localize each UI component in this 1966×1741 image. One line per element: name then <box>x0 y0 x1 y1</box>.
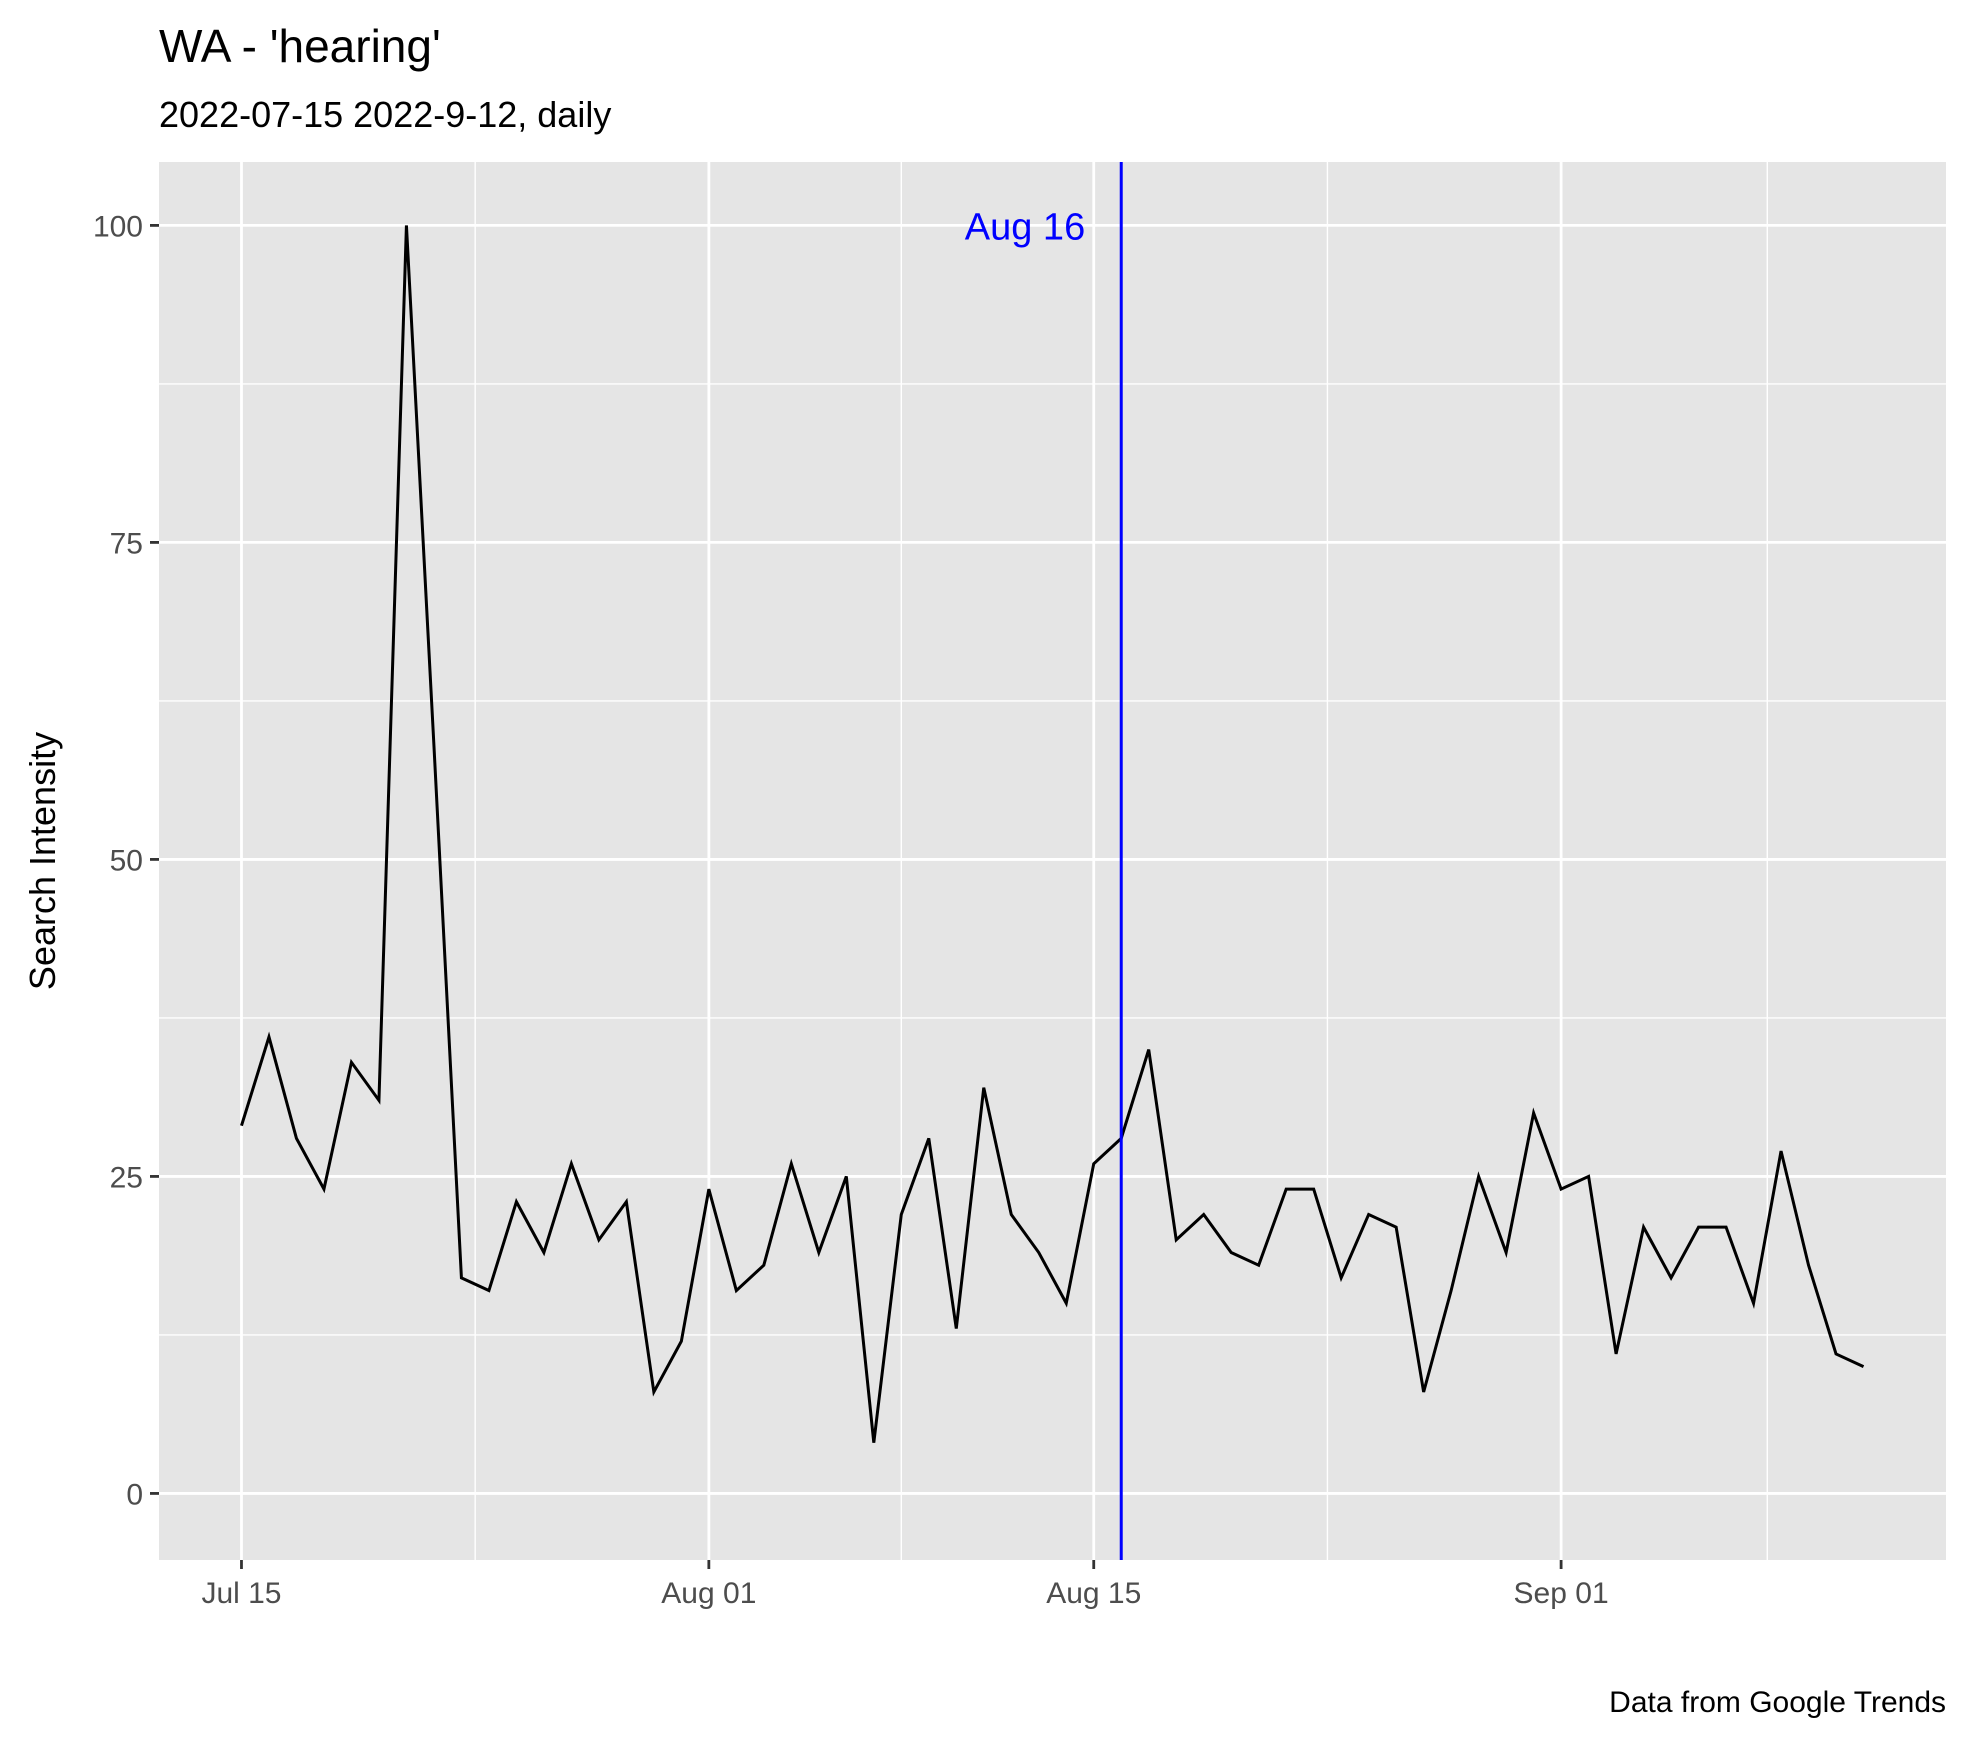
x-tick-label: Jul 15 <box>201 1577 281 1610</box>
plot-panel <box>159 162 1946 1560</box>
major-gridlines <box>159 162 1946 1560</box>
chart-caption: Data from Google Trends <box>1609 1686 1946 1719</box>
y-tick-label: 50 <box>110 844 143 877</box>
chart-subtitle: 2022-07-15 2022-9-12, daily <box>159 94 611 135</box>
y-tick-label: 100 <box>93 210 143 243</box>
y-axis: 0 25 50 75 100 <box>93 210 159 1511</box>
reference-line-label: Aug 16 <box>965 206 1085 248</box>
series-line <box>240 225 1865 1443</box>
x-tick-label: Aug 15 <box>1046 1577 1141 1610</box>
y-axis-title: Search Intensity <box>22 732 63 990</box>
y-tick-label: 25 <box>110 1161 143 1194</box>
y-tick-label: 75 <box>110 527 143 560</box>
x-tick-label: Aug 01 <box>661 1577 756 1610</box>
x-axis: Jul 15 Aug 01 Aug 15 Sep 01 <box>201 1560 1609 1610</box>
chart-title: WA - 'hearing' <box>159 20 441 72</box>
x-tick-label: Sep 01 <box>1514 1577 1609 1610</box>
minor-gridlines <box>159 162 1946 1560</box>
y-tick-label: 0 <box>126 1478 143 1511</box>
